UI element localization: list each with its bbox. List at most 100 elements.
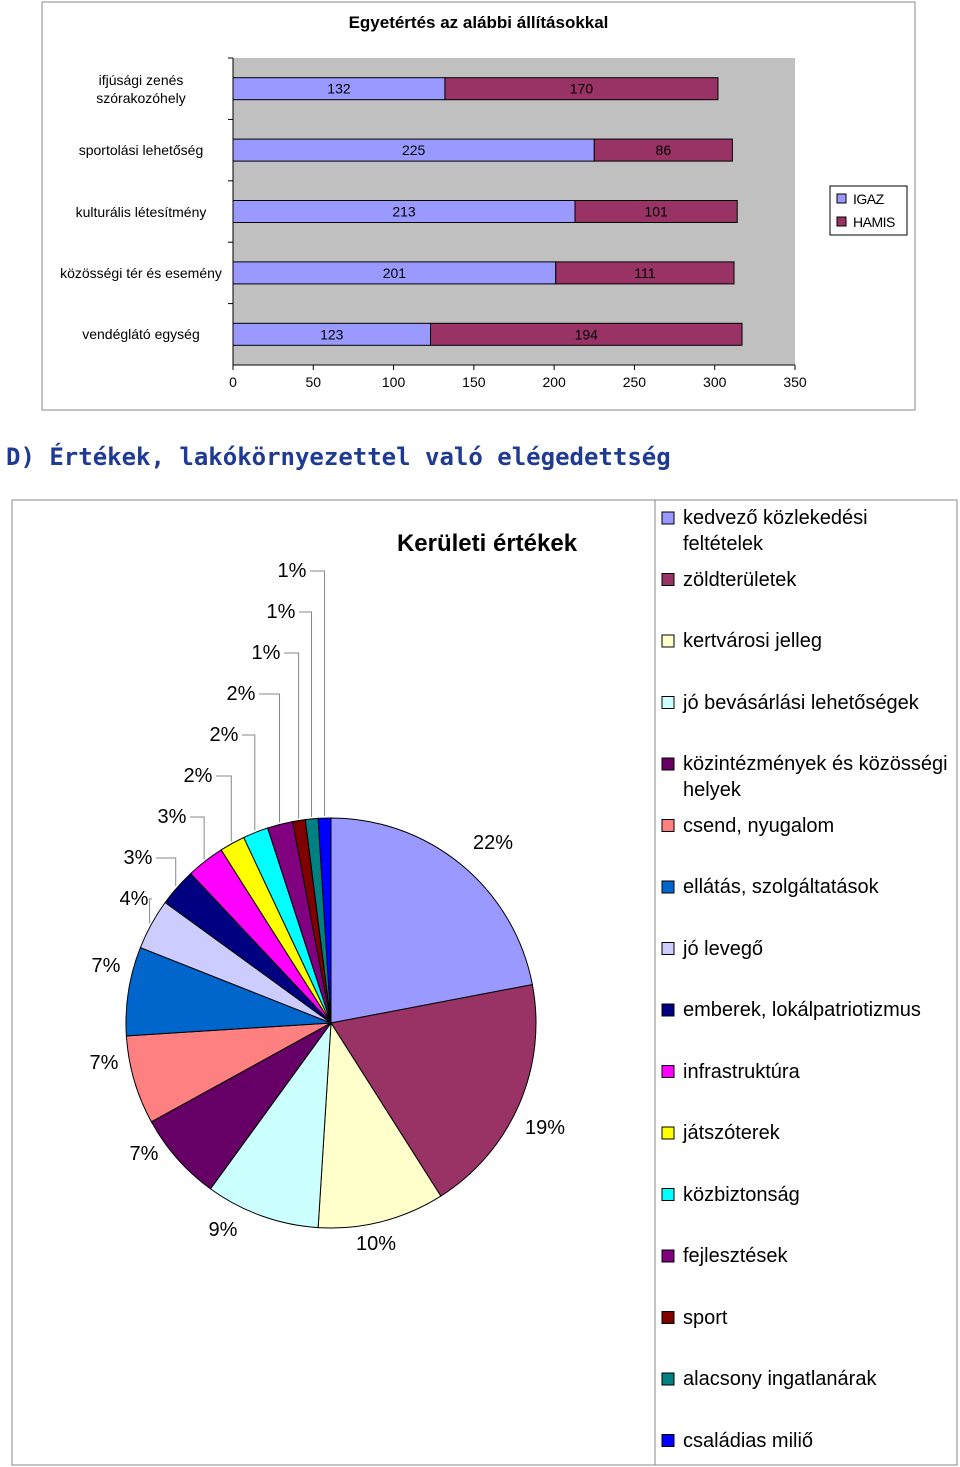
legend-label: IGAZ [853,191,885,207]
x-tick-label: 0 [229,374,237,390]
value-label: 111 [634,265,655,281]
legend-label: sport [683,1306,728,1329]
value-label: 123 [320,326,344,342]
legend-label: játszóterek [683,1122,780,1144]
legend-label: zöldterületek [683,568,797,591]
legend-swatch [661,880,675,894]
data-label: 7% [92,955,121,977]
legend-swatch [661,1372,675,1386]
legend-swatch [661,1311,675,1324]
legend-swatch [661,819,675,832]
pie-slice [330,817,533,1024]
leader-line [242,734,256,831]
y-tick-label: ifjúsági zenés szórakozóhely [96,71,186,106]
value-label: 170 [570,81,594,97]
bar [593,138,733,162]
x-tick-label: 100 [382,374,406,390]
legend-label: kertvárosi jelleg [683,630,822,652]
legend-label: közintézmények és közösségi helyek [683,753,948,801]
leader-line [284,652,300,819]
legend-label: csend, nyugalom [683,814,835,837]
legend-label: alacsony ingatlanárak [683,1368,877,1390]
leader-line [259,693,281,823]
data-label: 1% [252,642,281,664]
leader-line [216,775,232,842]
legend-label: jó levegő [683,937,764,960]
bar [444,77,719,101]
legend-box [654,499,958,1466]
legend-swatch [836,193,847,204]
leader-line [156,857,177,887]
bar [574,200,738,223]
value-label: 101 [644,204,668,220]
data-label: 7% [90,1052,119,1074]
leader-line [299,611,313,817]
data-label: 7% [130,1143,159,1165]
chart-title: Egyetértés az alábbi állításokkal [348,13,609,32]
chart-title: Kerületi értékek [396,530,578,557]
x-tick-label: 250 [623,374,647,390]
leader-line [149,898,152,924]
legend-label: közbiztonság [683,1183,800,1206]
bar [555,261,735,285]
bar [430,322,743,346]
value-label: 225 [402,142,426,158]
legend-swatch [661,634,675,648]
data-label: 2% [210,724,239,746]
legend-swatch [661,1126,675,1140]
value-label: 132 [327,81,351,97]
value-label: 194 [575,326,599,342]
legend-label: emberek, lokálpatriotizmus [683,999,921,1021]
data-label: 19% [525,1117,565,1139]
legend-label: ellátás, szolgáltatások [683,876,879,898]
legend-swatch [836,216,847,227]
legend-swatch [661,1065,675,1078]
x-tick-label: 300 [703,374,727,390]
leader-line [190,816,205,860]
y-tick-label: sportolási lehetőség [78,142,204,159]
legend-label: jó bevásárlási lehetőségek [683,691,919,714]
x-tick-label: 350 [783,374,807,390]
leader-line [310,570,325,817]
legend-label: infrastruktúra [683,1060,800,1083]
legend-label: HAMIS [853,214,895,230]
data-label: 10% [356,1233,396,1255]
data-label: 1% [278,560,307,582]
legend-label: kedvező közlekedési feltételek [683,507,868,555]
value-label: 86 [656,142,672,158]
legend-swatch [661,942,675,955]
legend-swatch [661,1188,675,1201]
y-tick-label: vendéglátó egység [82,326,200,343]
x-tick-label: 50 [305,374,321,390]
data-label: 22% [473,832,513,854]
x-tick-label: 150 [462,374,486,390]
section-heading: D) Értékek, lakókörnyezettel való eléged… [6,443,671,471]
x-tick-label: 200 [542,374,566,390]
pie-slice [330,984,537,1197]
data-label: 1% [267,601,296,623]
y-tick-label: kulturális létesítmény [75,203,207,220]
data-label: 2% [184,765,213,787]
value-label: 201 [383,265,407,281]
legend-label: családias miliő [683,1429,814,1452]
legend-swatch [661,757,675,771]
legend-swatch [661,1249,675,1263]
data-label: 9% [209,1219,238,1241]
data-label: 4% [120,888,149,910]
data-label: 3% [124,847,153,869]
pie-slice [209,1021,332,1229]
legend-swatch [661,696,675,709]
data-label: 3% [158,806,187,828]
pie-slice [317,817,332,1024]
legend-swatch [661,573,675,586]
data-label: 2% [227,683,256,705]
pie-slice [317,1021,442,1229]
legend-swatch [661,1003,675,1017]
legend-label: fejlesztések [683,1245,788,1267]
legend-swatch [661,511,675,525]
value-label: 213 [392,204,416,220]
y-tick-label: közösségi tér és esemény [60,264,222,281]
legend-swatch [661,1434,675,1447]
